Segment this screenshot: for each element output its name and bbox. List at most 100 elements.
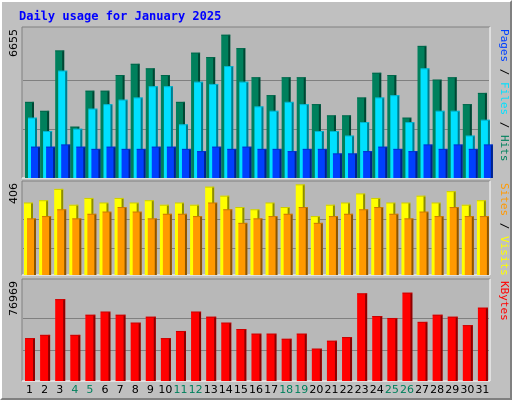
bar-sites-day-31-top — [479, 216, 489, 218]
bar-hits-day-16-top — [251, 77, 261, 79]
bar-kbytes-day-29-top — [447, 316, 458, 318]
bar-kbytes-day-27-top — [417, 321, 428, 323]
bar-sites-day-14 — [223, 209, 233, 275]
bar-sites-day-8-shade — [139, 211, 142, 275]
legend-pages: Pages — [498, 29, 511, 62]
bar-kbytes-day-28-top — [432, 314, 443, 316]
bar-files-day-8-top — [133, 97, 143, 99]
bar-kbytes-day-8 — [130, 322, 141, 381]
bar-sites-day-13-shade — [215, 202, 218, 275]
bar-pages-day-11-top — [181, 148, 191, 150]
bar-files-day-8-shade — [140, 97, 143, 178]
bar-kbytes-day-18 — [281, 338, 292, 381]
bar-pages-day-27-top — [423, 144, 433, 146]
bar-pages-day-1-top — [31, 146, 40, 148]
bar-files-day-5 — [88, 108, 98, 178]
bar-sites-day-27-top — [419, 211, 429, 213]
bar-files-day-7-top — [118, 99, 128, 101]
bar-kbytes-day-15-shade — [244, 329, 247, 381]
bar-pages-day-30 — [468, 148, 478, 178]
bar-files-day-6-top — [103, 104, 113, 106]
bar-pages-day-23 — [363, 151, 373, 178]
bar-sites-day-20-top — [313, 222, 323, 224]
bar-kbytes-day-20-shade — [319, 348, 322, 381]
bar-kbytes-day-2-top — [40, 334, 51, 336]
bar-sites-day-29-top — [449, 207, 459, 209]
bar-files-day-15-top — [239, 81, 249, 83]
bar-pages-day-19-shade — [309, 148, 312, 178]
bar-kbytes-day-9 — [145, 316, 156, 381]
bar-kbytes-day-19 — [296, 333, 307, 381]
bar-pages-day-2 — [46, 146, 56, 178]
bar-sites-day-18-top — [283, 213, 293, 215]
bar-pages-day-14-top — [227, 148, 237, 150]
bar-kbytes-day-22-shade — [350, 337, 353, 381]
bar-visits-day-7-top — [114, 197, 124, 199]
bar-pages-day-29-top — [453, 144, 463, 146]
bar-files-day-9 — [148, 86, 158, 178]
bar-kbytes-day-13-top — [206, 316, 217, 318]
bar-kbytes-day-21-shade — [334, 340, 337, 381]
bar-files-day-28 — [435, 110, 445, 178]
legend-sites: Sites — [498, 183, 511, 216]
bar-kbytes-day-25 — [387, 317, 398, 381]
bar-kbytes-day-10 — [160, 338, 171, 381]
x-tick-label-day-26: 26 — [400, 383, 414, 396]
bar-pages-day-22-top — [348, 153, 358, 155]
bar-kbytes-day-3 — [55, 299, 66, 381]
bar-files-day-19-shade — [306, 104, 309, 178]
bar-sites-day-21-shade — [335, 216, 338, 275]
bar-hits-day-11-top — [175, 101, 185, 103]
bar-sites-day-5-top — [87, 213, 97, 215]
bar-hits-day-28-top — [432, 79, 442, 81]
bar-files-day-26 — [405, 122, 415, 178]
bar-sites-day-3-shade — [64, 209, 67, 275]
bar-kbytes-day-18-top — [281, 338, 292, 340]
bar-pages-day-26-top — [408, 151, 418, 153]
bar-files-day-25-top — [390, 95, 400, 97]
bar-kbytes-day-9-shade — [153, 316, 156, 381]
bar-sites-day-22-top — [344, 213, 354, 215]
bar-hits-day-25-top — [387, 75, 397, 77]
bar-visits-day-13-top — [205, 186, 215, 188]
bar-sites-day-10-shade — [169, 213, 172, 275]
bar-kbytes-day-30-shade — [470, 325, 473, 381]
bar-kbytes-day-19-top — [296, 333, 307, 335]
bar-files-day-14 — [224, 66, 234, 178]
bar-kbytes-day-14-shade — [229, 322, 232, 381]
bar-files-day-27 — [420, 68, 430, 178]
legend-separator: / — [498, 62, 511, 82]
bar-files-day-7-shade — [125, 99, 128, 178]
bar-sites-day-26-shade — [411, 218, 414, 275]
bar-files-day-18 — [284, 101, 294, 178]
bar-pages-day-21 — [332, 153, 342, 178]
bar-files-day-31-top — [480, 119, 490, 121]
legend-kbytes: KBytes — [498, 281, 511, 321]
x-tick-label-day-23: 23 — [355, 383, 369, 396]
x-tick-label-day-12: 12 — [189, 383, 203, 396]
bar-files-day-28-shade — [442, 110, 445, 178]
bar-sites-day-1 — [27, 218, 36, 275]
bar-sites-day-6 — [102, 211, 112, 275]
bar-visits-day-14-top — [220, 195, 230, 197]
bar-sites-day-12-shade — [200, 216, 203, 275]
bar-kbytes-day-25-top — [387, 317, 398, 319]
bar-kbytes-day-11-shade — [183, 330, 186, 381]
bar-files-day-16 — [254, 106, 264, 178]
bar-kbytes-day-3-top — [55, 299, 66, 301]
bar-sites-day-10-top — [162, 213, 172, 215]
x-tick-label-day-11: 11 — [174, 383, 188, 396]
bar-pages-day-5-top — [91, 148, 101, 150]
bar-sites-day-16 — [253, 218, 263, 275]
bar-visits-day-26-top — [401, 202, 411, 204]
bar-pages-day-17-shade — [279, 148, 282, 178]
bar-pages-day-10-top — [166, 146, 176, 148]
bar-files-day-23-top — [360, 122, 370, 124]
bar-files-day-12 — [194, 81, 204, 178]
bar-pages-day-20-shade — [324, 148, 327, 178]
x-tick-label-day-10: 10 — [158, 383, 172, 396]
bar-kbytes-day-13 — [206, 316, 217, 381]
bar-sites-day-7 — [117, 207, 127, 275]
bar-kbytes-day-1-top — [25, 338, 35, 340]
bar-hits-day-9-top — [145, 68, 155, 70]
